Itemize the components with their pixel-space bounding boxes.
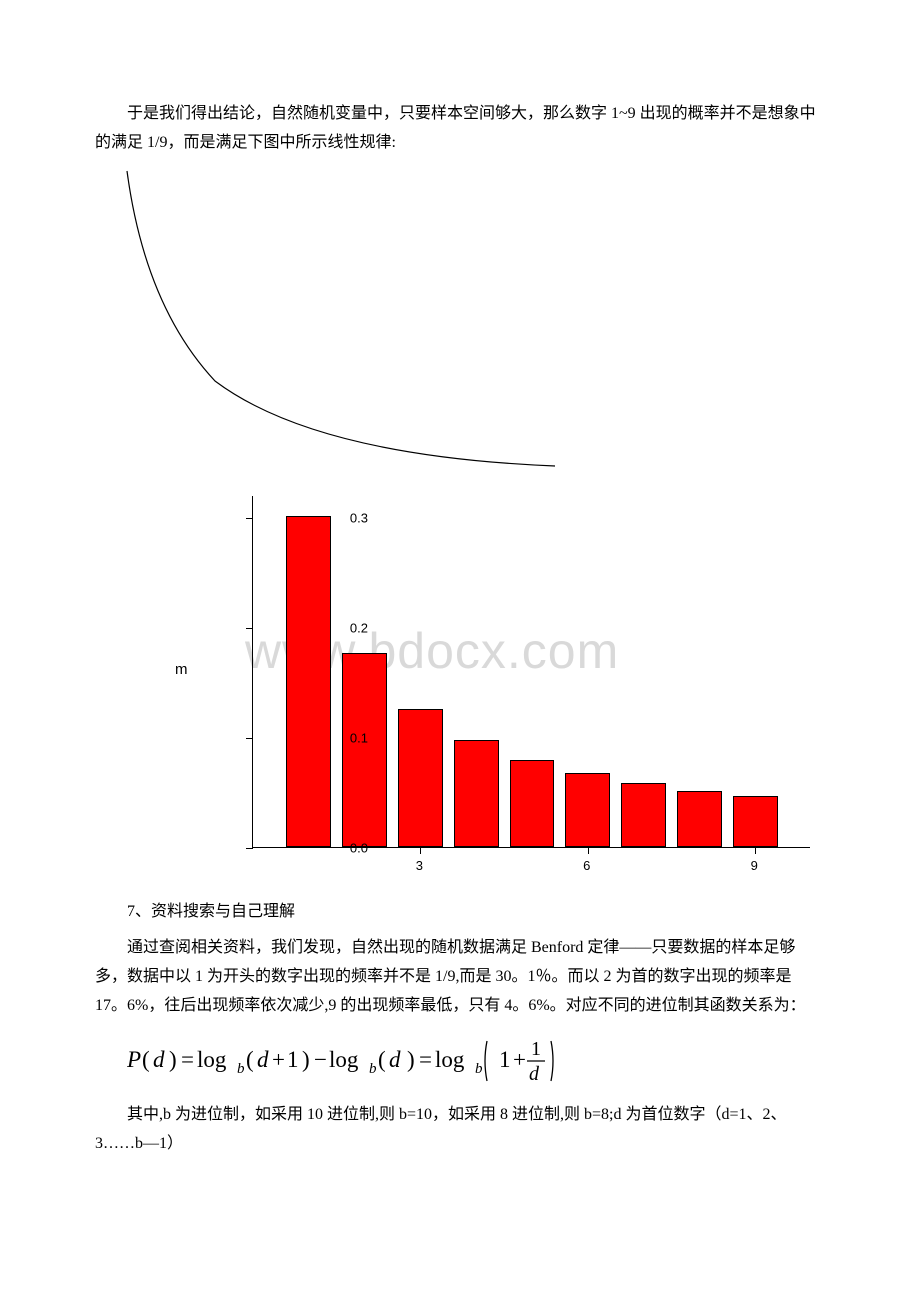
closing-paragraph: 其中,b 为进位制，如采用 10 进位制,则 b=10，如采用 8 进位制,则 …: [95, 1101, 825, 1159]
svg-text:d: d: [389, 1047, 401, 1072]
svg-text:log: log: [197, 1047, 227, 1072]
svg-text:(: (: [246, 1047, 254, 1072]
svg-text:log: log: [435, 1047, 465, 1072]
benford-formula: P ( d ) = log b ( d + 1 ) − log b ( d ) …: [127, 1035, 825, 1087]
chart-bar: [510, 760, 555, 847]
chart-bar: [454, 740, 499, 847]
intro-paragraph: 于是我们得出结论，自然随机变量中，只要样本空间够大，那么数字 1~9 出现的概率…: [95, 100, 825, 158]
decay-curve: [127, 171, 555, 466]
svg-text:b: b: [369, 1061, 377, 1077]
section-title: 7、资料搜索与自己理解: [95, 898, 825, 927]
y-tick: [246, 738, 253, 739]
svg-text:−: −: [314, 1047, 327, 1072]
svg-text:d: d: [529, 1063, 540, 1085]
svg-text:+: +: [272, 1047, 285, 1072]
svg-text:1: 1: [287, 1047, 299, 1072]
chart-bar: [621, 783, 666, 847]
chart-bar: [398, 709, 443, 847]
chart-bar: [342, 653, 387, 847]
benford-bar-chart: www.bdocx.com m 0.00.10.20.3369: [125, 476, 810, 886]
y-tick-label: 0.3: [350, 506, 368, 529]
svg-text:log: log: [329, 1047, 359, 1072]
svg-text:(: (: [142, 1047, 150, 1072]
svg-text:+: +: [513, 1047, 526, 1072]
chart-bar: [286, 516, 331, 847]
svg-text:b: b: [475, 1061, 483, 1077]
chart-bar: [733, 796, 778, 847]
svg-text:d: d: [257, 1047, 269, 1072]
svg-text:): ): [407, 1047, 415, 1072]
x-tick-label: 6: [583, 854, 590, 877]
svg-text:(: (: [378, 1047, 386, 1072]
body-paragraph: 通过查阅相关资料，我们发现，自然出现的随机数据满足 Benford 定律——只要…: [95, 934, 825, 1020]
y-tick-label: 0.1: [350, 726, 368, 749]
y-tick-label: 0.0: [350, 836, 368, 859]
svg-text:b: b: [237, 1061, 245, 1077]
x-tick: [588, 847, 589, 854]
plot-area: [252, 496, 810, 848]
y-tick-label: 0.2: [350, 616, 368, 639]
curve-diagram: [95, 166, 575, 476]
x-tick: [420, 847, 421, 854]
chart-bar: [565, 773, 610, 847]
svg-text:): ): [169, 1047, 177, 1072]
y-tick: [246, 628, 253, 629]
y-tick: [246, 848, 253, 849]
svg-text:d: d: [153, 1047, 165, 1072]
chart-bar: [677, 791, 722, 847]
svg-text:=: =: [181, 1047, 194, 1072]
y-tick: [246, 518, 253, 519]
svg-text:P: P: [127, 1047, 141, 1072]
svg-text:=: =: [419, 1047, 432, 1072]
x-tick-label: 3: [416, 854, 423, 877]
x-tick: [755, 847, 756, 854]
y-axis-title: m: [175, 656, 188, 683]
x-tick-label: 9: [751, 854, 758, 877]
svg-text:1: 1: [499, 1047, 511, 1072]
svg-text:): ): [302, 1047, 310, 1072]
svg-text:1: 1: [531, 1038, 541, 1060]
